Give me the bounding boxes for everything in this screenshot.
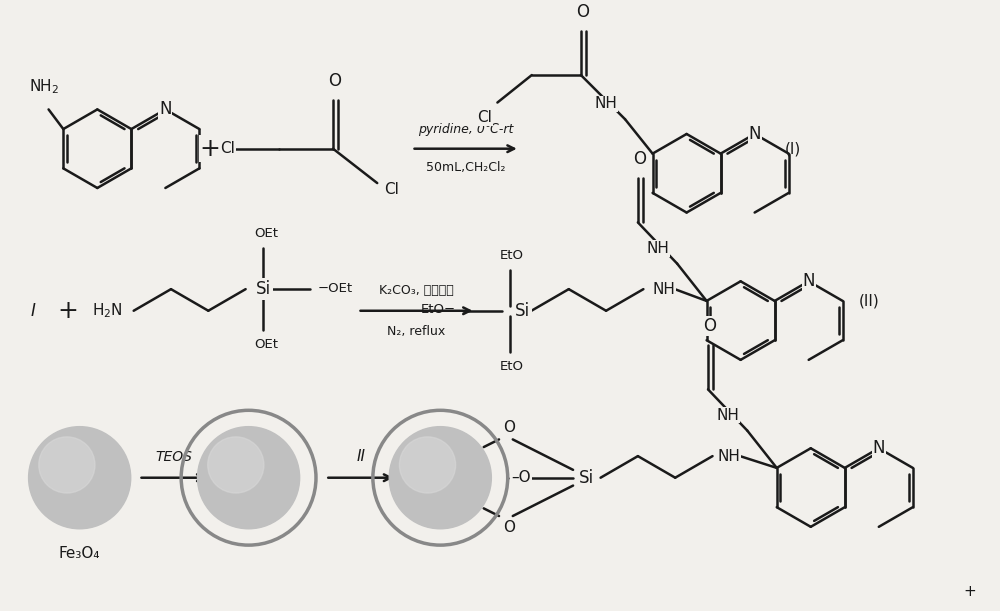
Text: K₂CO₃, 无水乙腓: K₂CO₃, 无水乙腓 (379, 284, 454, 297)
Text: Cl: Cl (478, 111, 492, 125)
Text: NH: NH (652, 282, 675, 297)
Text: +: + (964, 584, 976, 599)
Text: O: O (329, 71, 342, 90)
Text: II: II (356, 449, 365, 464)
Text: Si: Si (579, 469, 594, 487)
Text: N: N (802, 273, 815, 290)
Text: O: O (576, 3, 589, 21)
Circle shape (399, 437, 456, 493)
Text: NH$_2$: NH$_2$ (29, 77, 59, 96)
Text: +: + (57, 299, 78, 323)
Text: H$_2$N: H$_2$N (92, 301, 123, 320)
Text: N: N (873, 439, 885, 457)
Text: TEOS: TEOS (155, 450, 192, 464)
Text: O: O (503, 520, 515, 535)
Text: OEt: OEt (254, 338, 278, 351)
Text: OEt: OEt (254, 227, 278, 240)
Text: NH: NH (717, 448, 740, 464)
Text: Cl: Cl (220, 141, 235, 156)
Text: (I): (I) (785, 141, 801, 156)
Circle shape (389, 426, 491, 529)
Text: N₂, reflux: N₂, reflux (387, 324, 446, 337)
Text: O: O (503, 420, 515, 436)
Text: –O: –O (512, 470, 531, 485)
Text: Fe₃O₄: Fe₃O₄ (59, 546, 100, 562)
Text: I: I (31, 302, 35, 320)
Text: NH: NH (717, 408, 739, 423)
Text: −OEt: −OEt (317, 282, 352, 295)
Text: N: N (748, 125, 761, 143)
Circle shape (29, 426, 131, 529)
Circle shape (198, 426, 300, 529)
Text: EtO: EtO (500, 360, 524, 373)
Text: Si: Si (256, 280, 271, 298)
Text: EtO: EtO (500, 249, 524, 262)
Text: 50mL,CH₂Cl₂: 50mL,CH₂Cl₂ (426, 161, 505, 175)
Circle shape (39, 437, 95, 493)
Circle shape (208, 437, 264, 493)
Text: Cl: Cl (384, 183, 399, 197)
Text: (II): (II) (858, 293, 879, 309)
Text: Si: Si (515, 302, 530, 320)
Text: N: N (159, 100, 172, 119)
Text: O: O (633, 150, 646, 169)
Text: NH: NH (646, 241, 669, 256)
Text: +: + (200, 137, 221, 161)
Text: pyridine, 0℃-rt: pyridine, 0℃-rt (418, 123, 513, 136)
Text: EtO−: EtO− (421, 303, 456, 316)
Text: NH: NH (594, 97, 617, 111)
Text: O: O (703, 317, 716, 335)
